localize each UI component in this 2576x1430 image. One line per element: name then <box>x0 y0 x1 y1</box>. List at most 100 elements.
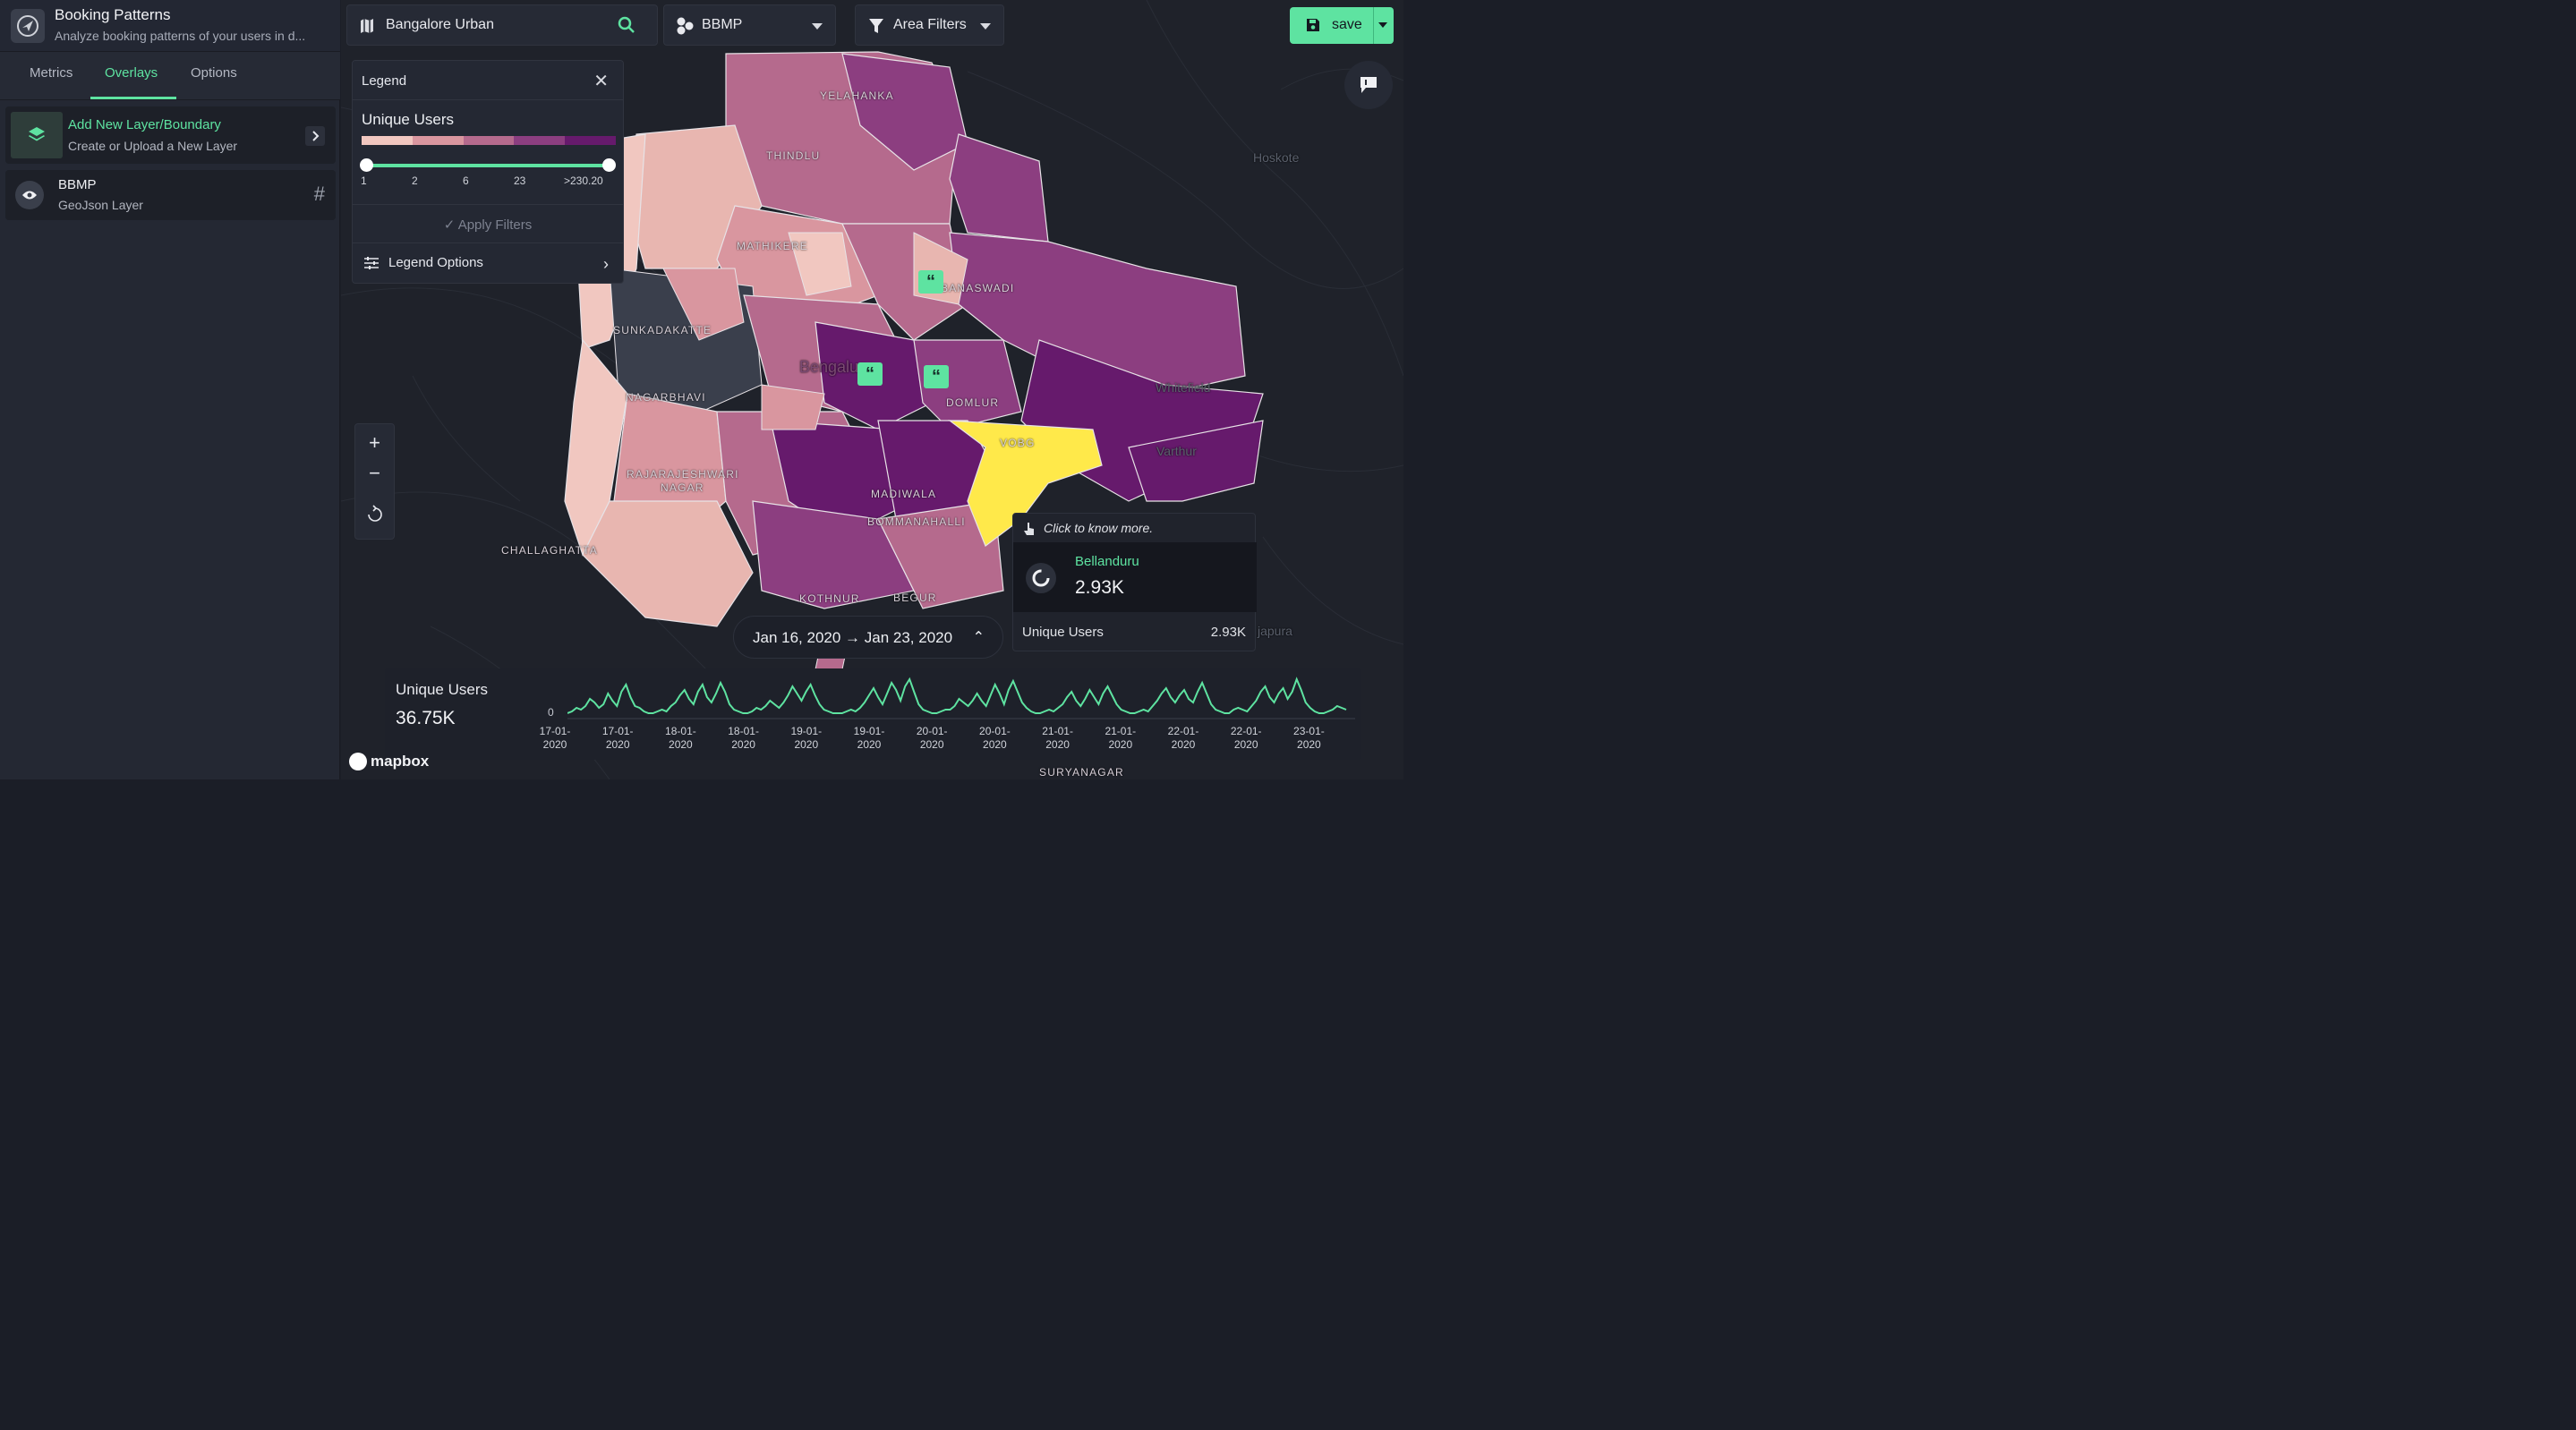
area-tooltip[interactable]: Click to know more. Bellanduru 2.93K Uni… <box>1012 513 1257 651</box>
search-icon[interactable] <box>618 16 635 34</box>
boundary-value: BBMP <box>702 17 743 32</box>
legend-swatch <box>514 136 566 145</box>
x-axis-tick: 17-01- 2020 <box>601 725 634 751</box>
x-axis-tick: 18-01- 2020 <box>665 725 696 751</box>
date-range-label: Jan 16, 2020 → Jan 23, 2020 <box>753 629 953 646</box>
zoom-in-button[interactable]: + <box>369 431 380 454</box>
legend-tick: 1 <box>361 174 367 187</box>
feedback-flag-icon[interactable] <box>1344 61 1393 109</box>
chevron-right-icon[interactable]: › <box>603 255 609 273</box>
x-axis-tick: 22-01- 2020 <box>1167 725 1199 751</box>
layer-name: BBMP <box>58 177 97 192</box>
save-button[interactable]: save <box>1290 7 1394 44</box>
map-label: VOBG <box>1000 437 1036 449</box>
layer-type: GeoJson Layer <box>58 198 143 212</box>
x-axis-tick: 17-01- 2020 <box>539 725 571 751</box>
date-range-selector[interactable]: Jan 16, 2020 → Jan 23, 2020 ⌃ <box>733 616 1003 659</box>
legend-swatch <box>565 136 616 145</box>
mapbox-logo-icon <box>349 753 367 770</box>
app-logo-icon[interactable] <box>11 9 45 43</box>
legend-title: Legend <box>362 73 407 89</box>
chevron-down-icon <box>812 23 823 30</box>
sidebar-tabs: Metrics Overlays Options <box>0 52 340 100</box>
quote-marker-icon[interactable]: “ <box>924 365 949 388</box>
map-place: Varthur <box>1156 444 1197 458</box>
legend-options-button[interactable]: Legend Options <box>388 255 483 270</box>
tooltip-area-value: 2.93K <box>1075 577 1124 598</box>
active-tab-indicator <box>90 97 176 99</box>
legend-color-scale <box>362 136 616 145</box>
mapbox-attribution[interactable]: mapbox <box>349 753 429 770</box>
map-label: NAGARBHAVI <box>626 391 706 404</box>
mapbox-label: mapbox <box>371 753 430 770</box>
close-icon[interactable]: ✕ <box>593 72 609 91</box>
timeseries-title: Unique Users <box>396 681 488 698</box>
slider-min-handle[interactable] <box>360 158 373 172</box>
series-line <box>567 677 1347 714</box>
x-axis-tick: 21-01- 2020 <box>1105 725 1137 751</box>
boundary-select[interactable]: BBMP <box>663 4 836 46</box>
save-options-chevron-icon[interactable] <box>1378 22 1387 28</box>
choropleth-map[interactable] <box>341 0 1403 779</box>
tooltip-metric-label: Unique Users <box>1022 625 1104 640</box>
legend-metric: Unique Users <box>362 111 454 128</box>
tab-overlays[interactable]: Overlays <box>105 65 158 81</box>
map-label: RAJARAJESHWARI <box>627 468 739 481</box>
map-label: CHALLAGHATTA <box>501 544 598 557</box>
timeseries-total: 36.75K <box>396 708 456 728</box>
quote-marker-icon[interactable]: “ <box>857 362 883 386</box>
map-label: MADIWALA <box>871 488 937 500</box>
quote-marker-icon[interactable]: “ <box>918 270 943 294</box>
legend-tick: 2 <box>412 174 418 187</box>
map-label: YELAHANKA <box>820 89 894 102</box>
loading-ring-icon <box>1026 563 1056 593</box>
filter-icon <box>869 19 883 33</box>
map-label: SUNKADAKATTE <box>613 324 712 336</box>
y-axis-zero-label: 0 <box>548 706 554 719</box>
legend-range-slider[interactable] <box>360 158 616 172</box>
location-search[interactable]: Bangalore Urban <box>346 4 658 46</box>
map-label: NAGAR <box>661 481 704 494</box>
location-input[interactable]: Bangalore Urban <box>386 17 494 32</box>
add-layer-card[interactable]: Add New Layer/Boundary Create or Upload … <box>5 106 336 164</box>
timeseries-chart[interactable] <box>567 676 1355 722</box>
timeseries-panel: Unique Users 36.75K 0 17-01- 2020 17-01- 20… <box>385 668 1361 760</box>
area-filters-label: Area Filters <box>893 17 967 32</box>
add-layer-subtitle: Create or Upload a New Layer <box>68 139 238 153</box>
tab-options[interactable]: Options <box>191 65 237 81</box>
map-label: SURYANAGAR <box>1039 766 1124 779</box>
map-place: Hoskote <box>1253 150 1300 165</box>
chevron-up-icon[interactable]: ⌃ <box>972 630 985 645</box>
layer-item-bbmp[interactable]: BBMP GeoJson Layer # <box>5 170 336 220</box>
x-axis-tick: 19-01- 2020 <box>790 725 823 751</box>
map-icon <box>361 19 373 33</box>
layers-icon <box>11 112 63 158</box>
apply-filters-button[interactable]: ✓ Apply Filters <box>353 204 623 243</box>
slider-max-handle[interactable] <box>602 158 616 172</box>
save-split-divider <box>1373 7 1374 44</box>
map-place: Whitefield <box>1156 380 1211 395</box>
x-axis-tick: 22-01- 2020 <box>1230 725 1262 751</box>
area-filters-button[interactable]: Area Filters <box>855 4 1004 46</box>
chevron-right-icon[interactable] <box>305 126 325 146</box>
x-axis-tick: 19-01- 2020 <box>853 725 885 751</box>
rotate-3d-icon[interactable] <box>355 505 394 535</box>
zoom-controls: + − <box>354 423 395 540</box>
hash-icon[interactable]: # <box>313 183 325 205</box>
zoom-out-button[interactable]: − <box>369 462 380 484</box>
map-canvas[interactable]: YELAHANKA THINDLU MATHIKERE BANASWADI SU… <box>341 0 1403 779</box>
x-axis-tick: 21-01- 2020 <box>1042 725 1073 751</box>
app-subtitle: Analyze booking patterns of your users i… <box>55 29 306 43</box>
tooltip-metric-value: 2.93K <box>1210 625 1246 640</box>
legend-tick: 23 <box>514 174 526 187</box>
tab-metrics[interactable]: Metrics <box>30 65 73 81</box>
eye-icon[interactable] <box>15 181 44 209</box>
x-axis-tick: 23-01- 2020 <box>1293 725 1325 751</box>
legend-panel: Legend ✕ Unique Users 1 2 6 23 >230.20 ✓… <box>352 60 624 284</box>
save-label: save <box>1332 17 1362 32</box>
legend-swatch <box>412 136 464 145</box>
map-label: BOMMANAHALLI <box>867 515 966 528</box>
apply-filters-label: Apply Filters <box>457 217 533 233</box>
save-icon <box>1307 19 1319 31</box>
x-axis-tick: 18-01- 2020 <box>728 725 759 751</box>
